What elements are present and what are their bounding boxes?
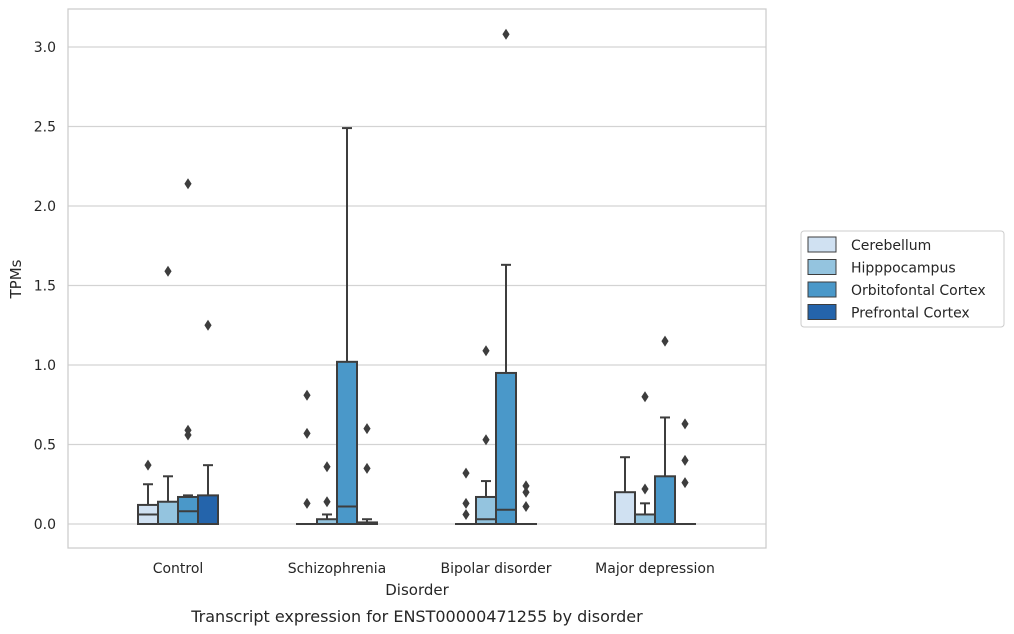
y-tick-label: 3.0 <box>34 40 56 56</box>
box-body <box>614 491 636 526</box>
outlier-point <box>164 265 172 277</box>
outlier-point <box>502 28 510 40</box>
box-body <box>495 371 517 526</box>
legend: Cerebellum Hipppocampus Orbitofontal Corte… <box>800 230 1005 328</box>
outlier-point <box>641 391 649 403</box>
outlier-point <box>522 480 530 492</box>
box-body <box>336 360 358 525</box>
x-tick-label: Major depression <box>595 561 715 577</box>
box-body <box>197 494 219 526</box>
plot-area-frame <box>67 8 767 549</box>
box-hipppocampus <box>157 475 179 525</box>
outlier-point <box>184 424 192 436</box>
outlier-point <box>681 418 689 430</box>
legend-label: Hipppocampus <box>851 261 956 277</box>
legend-swatch <box>807 281 837 298</box>
y-axis-title: TPMs <box>7 259 25 299</box>
outlier-point <box>681 477 689 489</box>
outlier-point <box>462 497 470 509</box>
outlier-point <box>681 454 689 466</box>
outlier-point <box>462 467 470 479</box>
box-orbitofontal-cortex <box>177 494 199 526</box>
y-tick-label: 0.5 <box>34 438 56 454</box>
box-hipppocampus <box>634 502 656 526</box>
y-tick-label: 1.0 <box>34 358 56 374</box>
outlier-point <box>661 335 669 347</box>
y-axis-ticks: 0.0 0.5 1.0 1.5 2.0 2.5 3.0 <box>34 40 56 533</box>
outlier-point <box>303 389 311 401</box>
box-hipppocampus <box>316 513 338 525</box>
y-tick-label: 0.0 <box>34 517 56 533</box>
box-cerebellum <box>614 456 636 526</box>
outlier-point <box>184 178 192 190</box>
legend-label: Cerebellum <box>851 238 931 254</box>
box-body <box>654 475 676 525</box>
legend-swatch <box>807 259 837 275</box>
y-tick-label: 2.0 <box>34 199 56 215</box>
outlier-point <box>144 459 152 471</box>
y-tick-label: 2.5 <box>34 120 56 136</box>
legend-frame <box>800 230 1005 328</box>
box-body <box>157 500 179 525</box>
box-prefrontal-cortex <box>356 518 378 525</box>
x-axis-ticks: Control Schizophrenia Bipolar disorder Majo… <box>153 561 715 577</box>
outlier-point <box>462 508 470 520</box>
box-orbitofontal-cortex <box>336 127 358 525</box>
outlier-point <box>522 486 530 498</box>
box-orbitofontal-cortex <box>654 416 676 525</box>
box-cerebellum <box>137 483 159 526</box>
box-body <box>634 513 656 526</box>
x-tick-label: Bipolar disorder <box>440 561 551 577</box>
outlier-point <box>303 427 311 439</box>
outlier-point <box>204 319 212 331</box>
x-axis-title: Disorder <box>385 581 449 599</box>
box-hipppocampus <box>475 480 497 526</box>
legend-label: Orbitofontal Cortex <box>851 283 986 299</box>
box-orbitofontal-cortex <box>495 263 517 526</box>
box-series <box>137 127 696 526</box>
x-tick-label: Control <box>153 561 204 577</box>
y-tick-label: 1.5 <box>34 279 56 295</box>
outlier-point <box>323 496 331 508</box>
x-tick-label: Schizophrenia <box>288 561 386 577</box>
grid-lines <box>68 46 766 525</box>
legend-label: Prefrontal Cortex <box>851 306 970 322</box>
outlier-point <box>363 423 371 435</box>
legend-swatch <box>807 304 837 320</box>
figure-caption: Transcript expression for ENST0000047125… <box>190 607 643 626</box>
outlier-point <box>303 497 311 509</box>
outlier-point <box>482 434 490 446</box>
outlier-point <box>641 483 649 495</box>
outlier-point <box>363 462 371 474</box>
outlier-point <box>482 345 490 357</box>
legend-swatch <box>807 236 837 253</box>
outlier-point <box>522 501 530 513</box>
box-prefrontal-cortex <box>197 464 219 526</box>
outlier-points <box>144 28 689 520</box>
outlier-point <box>323 461 331 473</box>
